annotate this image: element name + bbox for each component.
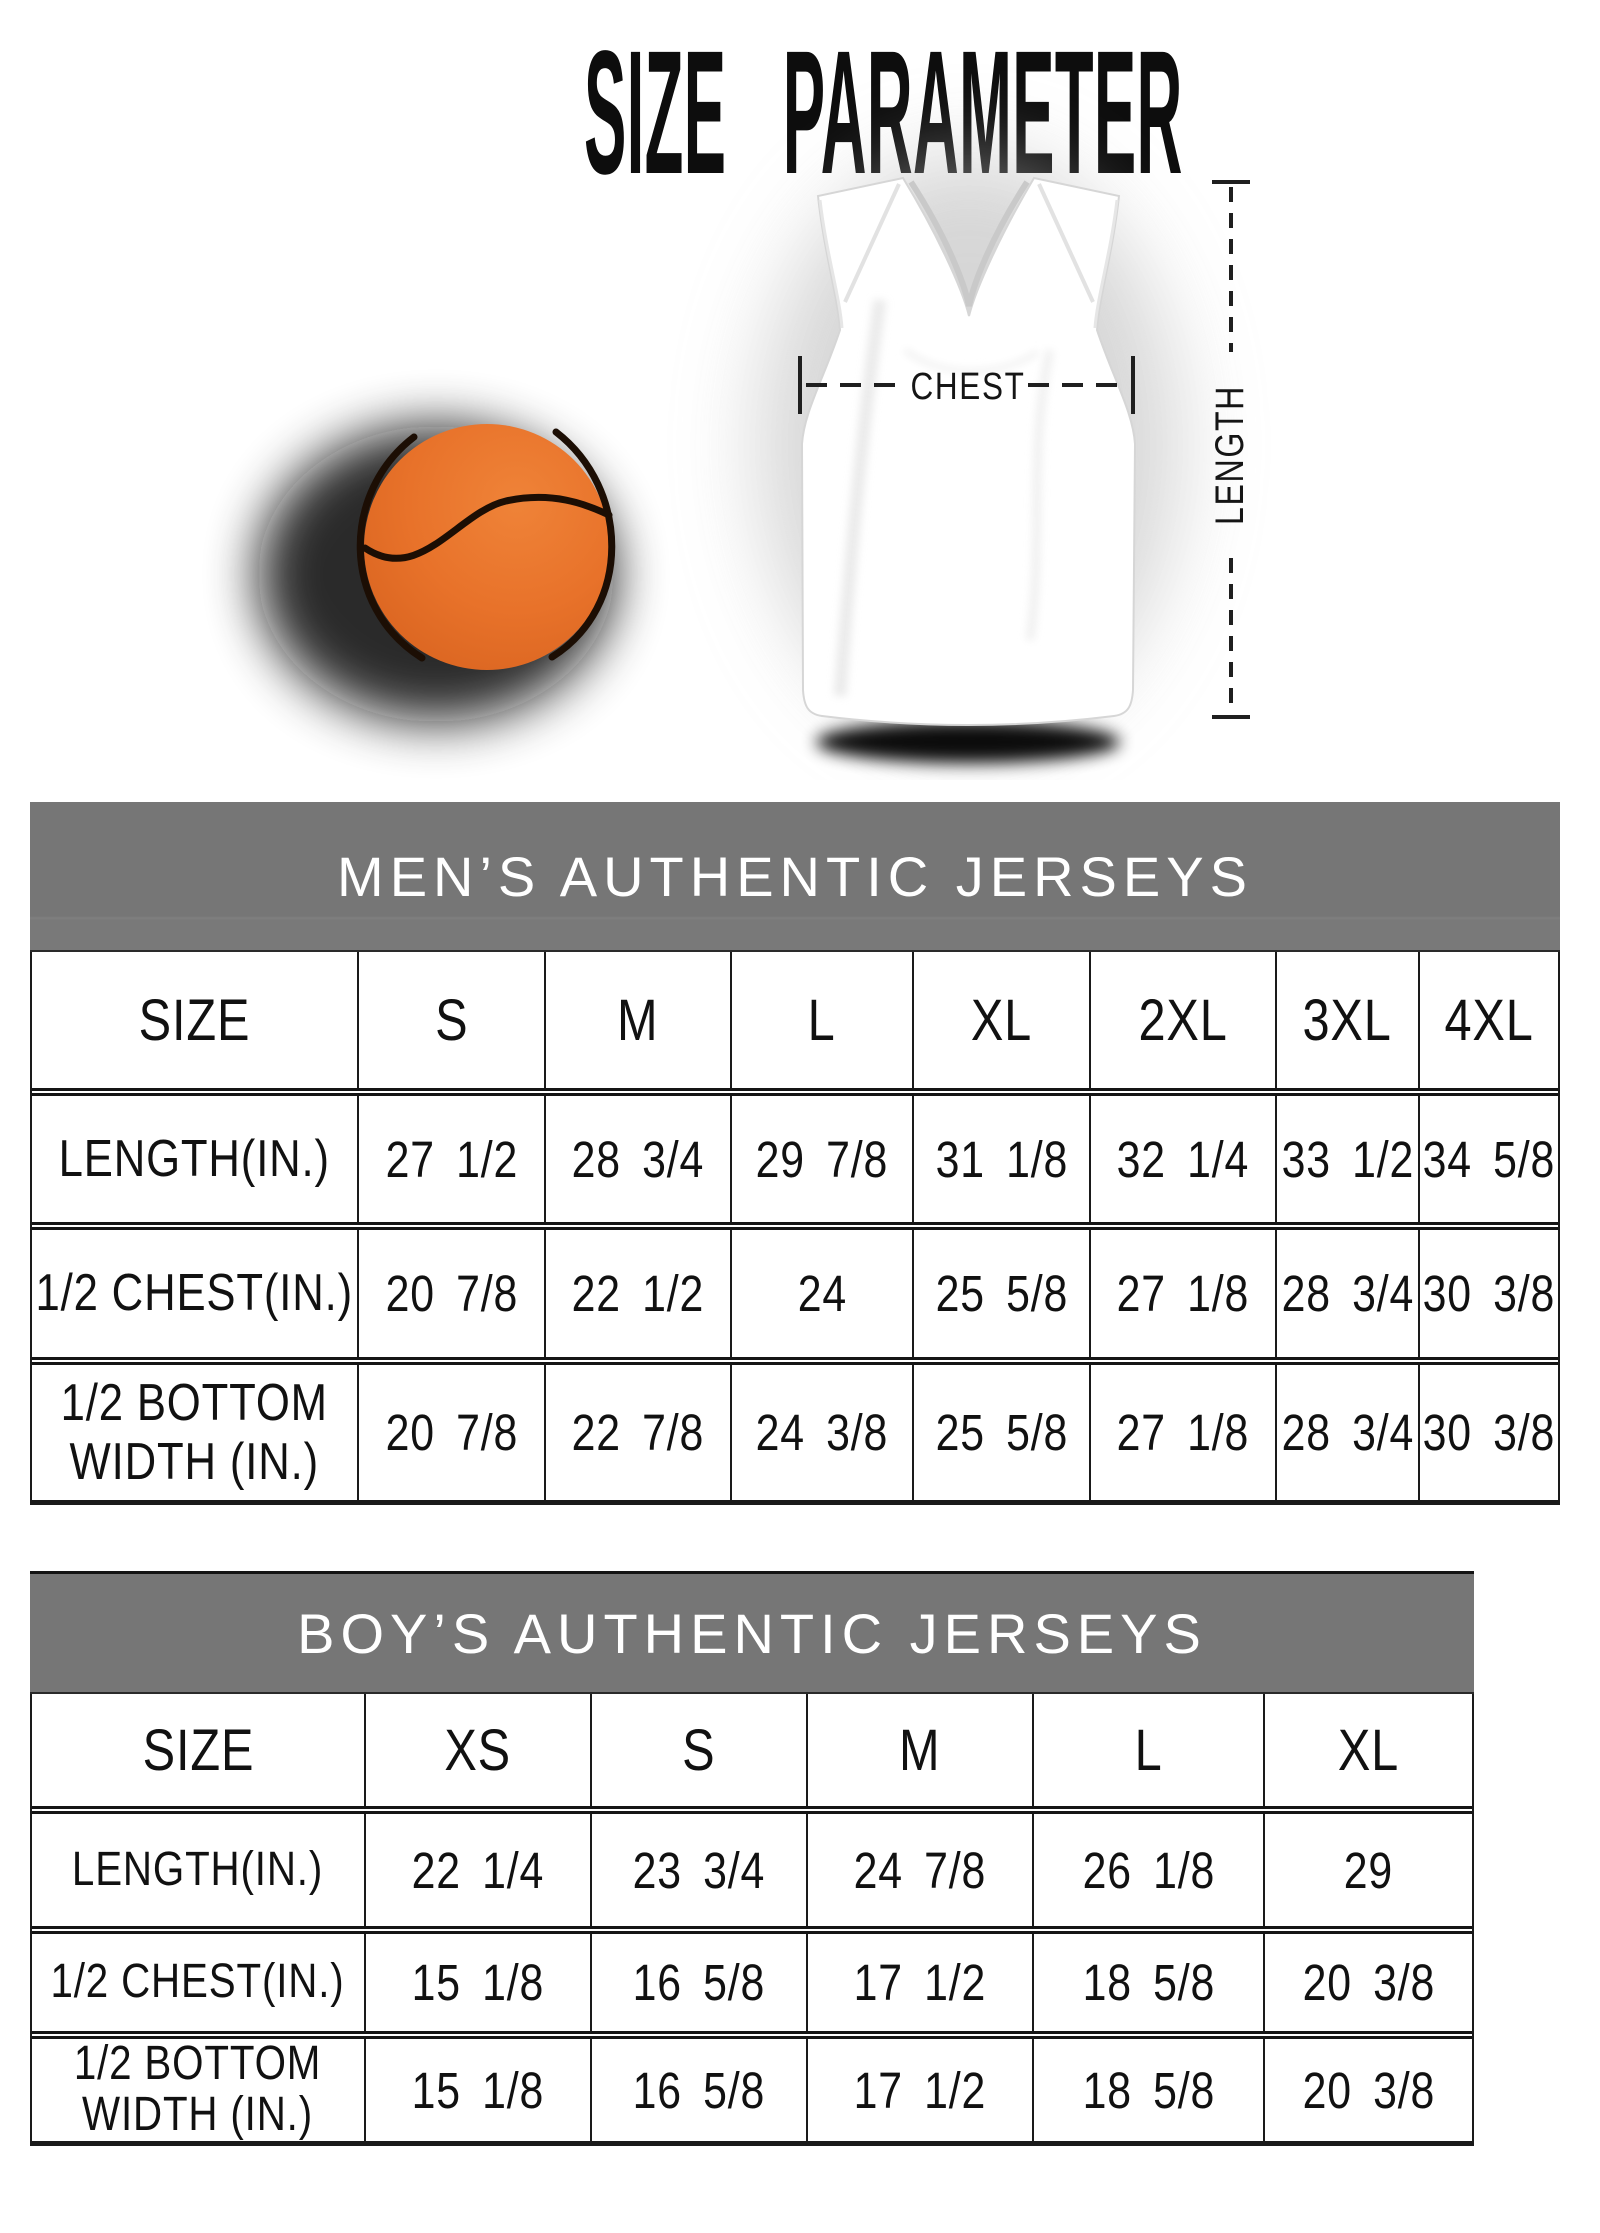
row-divider bbox=[32, 1222, 1558, 1230]
boys-size-table: BOY’S AUTHENTIC JERSEYS SIZE XS S M L XL… bbox=[30, 1571, 1474, 2146]
row-divider bbox=[32, 1357, 1558, 1365]
value-cell: 22 7/8 bbox=[546, 1365, 732, 1500]
value-cell: 28 3/4 bbox=[546, 1096, 732, 1222]
column-header-m: M bbox=[808, 1694, 1034, 1806]
column-header-xl: XL bbox=[1337, 1717, 1400, 1783]
row-label-length: LENGTH(IN.) bbox=[32, 1814, 366, 1926]
mens-table-grid: SIZE S M L XL 2XL 3XL 4XL LENGTH(IN.) 27… bbox=[30, 952, 1560, 1505]
value-cell: 20 3/8 bbox=[1302, 1954, 1435, 2011]
column-header-size: SIZE bbox=[32, 1694, 366, 1806]
value-cell: 27 1/2 bbox=[359, 1096, 546, 1222]
value-cell: 17 1/2 bbox=[808, 1934, 1034, 2031]
column-header-m: M bbox=[546, 952, 732, 1088]
value-cell: 25 5/8 bbox=[914, 1230, 1091, 1357]
length-measure-line bbox=[1212, 180, 1250, 719]
value-cell: 20 7/8 bbox=[359, 1230, 546, 1357]
boys-table-title-band: BOY’S AUTHENTIC JERSEYS bbox=[30, 1571, 1474, 1694]
value-cell: 33 1/2 bbox=[1277, 1096, 1420, 1222]
column-header-s: S bbox=[592, 1694, 808, 1806]
value-cell: 30 3/8 bbox=[1422, 1404, 1556, 1461]
value-cell: 16 5/8 bbox=[592, 1934, 808, 2031]
column-header-xl: XL bbox=[914, 952, 1091, 1088]
row-divider bbox=[32, 2031, 1472, 2039]
value-cell: 22 1/2 bbox=[546, 1230, 732, 1357]
value-cell: 34 5/8 bbox=[1422, 1130, 1556, 1188]
value-cell: 29 bbox=[1343, 1841, 1394, 1899]
row-label-half-chest: 1/2 CHEST(IN.) bbox=[32, 1230, 359, 1357]
boys-table-grid: SIZE XS S M L XL LENGTH(IN.) 22 1/4 23 3… bbox=[30, 1694, 1474, 2146]
value-cell: 20 7/8 bbox=[359, 1365, 546, 1500]
mens-size-table: MEN’S AUTHENTIC JERSEYS SIZE S M L XL 2X… bbox=[30, 802, 1560, 1505]
value-cell: 18 5/8 bbox=[1034, 1934, 1265, 2031]
row-label-half-bottom-width: 1/2 BOTTOM WIDTH (IN.) bbox=[32, 1365, 359, 1500]
column-header-4xl: 4XL bbox=[1444, 987, 1534, 1053]
length-label: LENGTH bbox=[1208, 385, 1252, 525]
column-header-2xl: 2XL bbox=[1091, 952, 1277, 1088]
row-divider bbox=[32, 1926, 1472, 1934]
value-cell: 25 5/8 bbox=[914, 1365, 1091, 1500]
row-divider bbox=[32, 1806, 1472, 1814]
column-header-xs: XS bbox=[366, 1694, 592, 1806]
value-cell: 20 3/8 bbox=[1302, 2061, 1435, 2119]
boys-table-title: BOY’S AUTHENTIC JERSEYS bbox=[297, 1601, 1207, 1665]
jersey-illustration bbox=[759, 153, 1179, 763]
value-cell: 28 3/4 bbox=[1277, 1365, 1420, 1500]
value-cell: 29 7/8 bbox=[732, 1096, 914, 1222]
mens-table-title: MEN’S AUTHENTIC JERSEYS bbox=[337, 844, 1253, 908]
column-header-size: SIZE bbox=[32, 952, 359, 1088]
value-cell: 17 1/2 bbox=[808, 2039, 1034, 2141]
mens-table-title-band: MEN’S AUTHENTIC JERSEYS bbox=[30, 802, 1560, 952]
value-cell: 15 1/8 bbox=[366, 1934, 592, 2031]
basketball-illustration bbox=[258, 424, 616, 722]
column-header-l: L bbox=[732, 952, 914, 1088]
value-cell: 30 3/8 bbox=[1422, 1265, 1556, 1322]
value-cell: 24 3/8 bbox=[732, 1365, 914, 1500]
value-cell: 28 3/4 bbox=[1277, 1230, 1420, 1357]
page-title: SIZE PARAMETER bbox=[584, 15, 1183, 211]
column-header-s: S bbox=[359, 952, 546, 1088]
value-cell: 16 5/8 bbox=[592, 2039, 808, 2141]
row-divider bbox=[32, 1088, 1558, 1096]
value-cell: 15 1/8 bbox=[366, 2039, 592, 2141]
value-cell: 22 1/4 bbox=[366, 1814, 592, 1926]
value-cell: 24 bbox=[732, 1230, 914, 1357]
value-cell: 24 7/8 bbox=[808, 1814, 1034, 1926]
value-cell: 27 1/8 bbox=[1091, 1230, 1277, 1357]
row-label-half-chest: 1/2 CHEST(IN.) bbox=[32, 1934, 366, 2031]
row-label-length: LENGTH(IN.) bbox=[32, 1096, 359, 1222]
column-header-3xl: 3XL bbox=[1277, 952, 1420, 1088]
value-cell: 31 1/8 bbox=[914, 1096, 1091, 1222]
chest-measure-line bbox=[798, 356, 1135, 414]
value-cell: 23 3/4 bbox=[592, 1814, 808, 1926]
chest-label: CHEST bbox=[911, 366, 1026, 408]
value-cell: 26 1/8 bbox=[1034, 1814, 1265, 1926]
column-header-l: L bbox=[1034, 1694, 1265, 1806]
size-diagram: CHEST LENGTH bbox=[258, 153, 1252, 763]
value-cell: 18 5/8 bbox=[1034, 2039, 1265, 2141]
row-label-half-bottom-width: 1/2 BOTTOM WIDTH (IN.) bbox=[32, 2038, 366, 2141]
value-cell: 27 1/8 bbox=[1091, 1365, 1277, 1500]
value-cell: 32 1/4 bbox=[1091, 1096, 1277, 1222]
